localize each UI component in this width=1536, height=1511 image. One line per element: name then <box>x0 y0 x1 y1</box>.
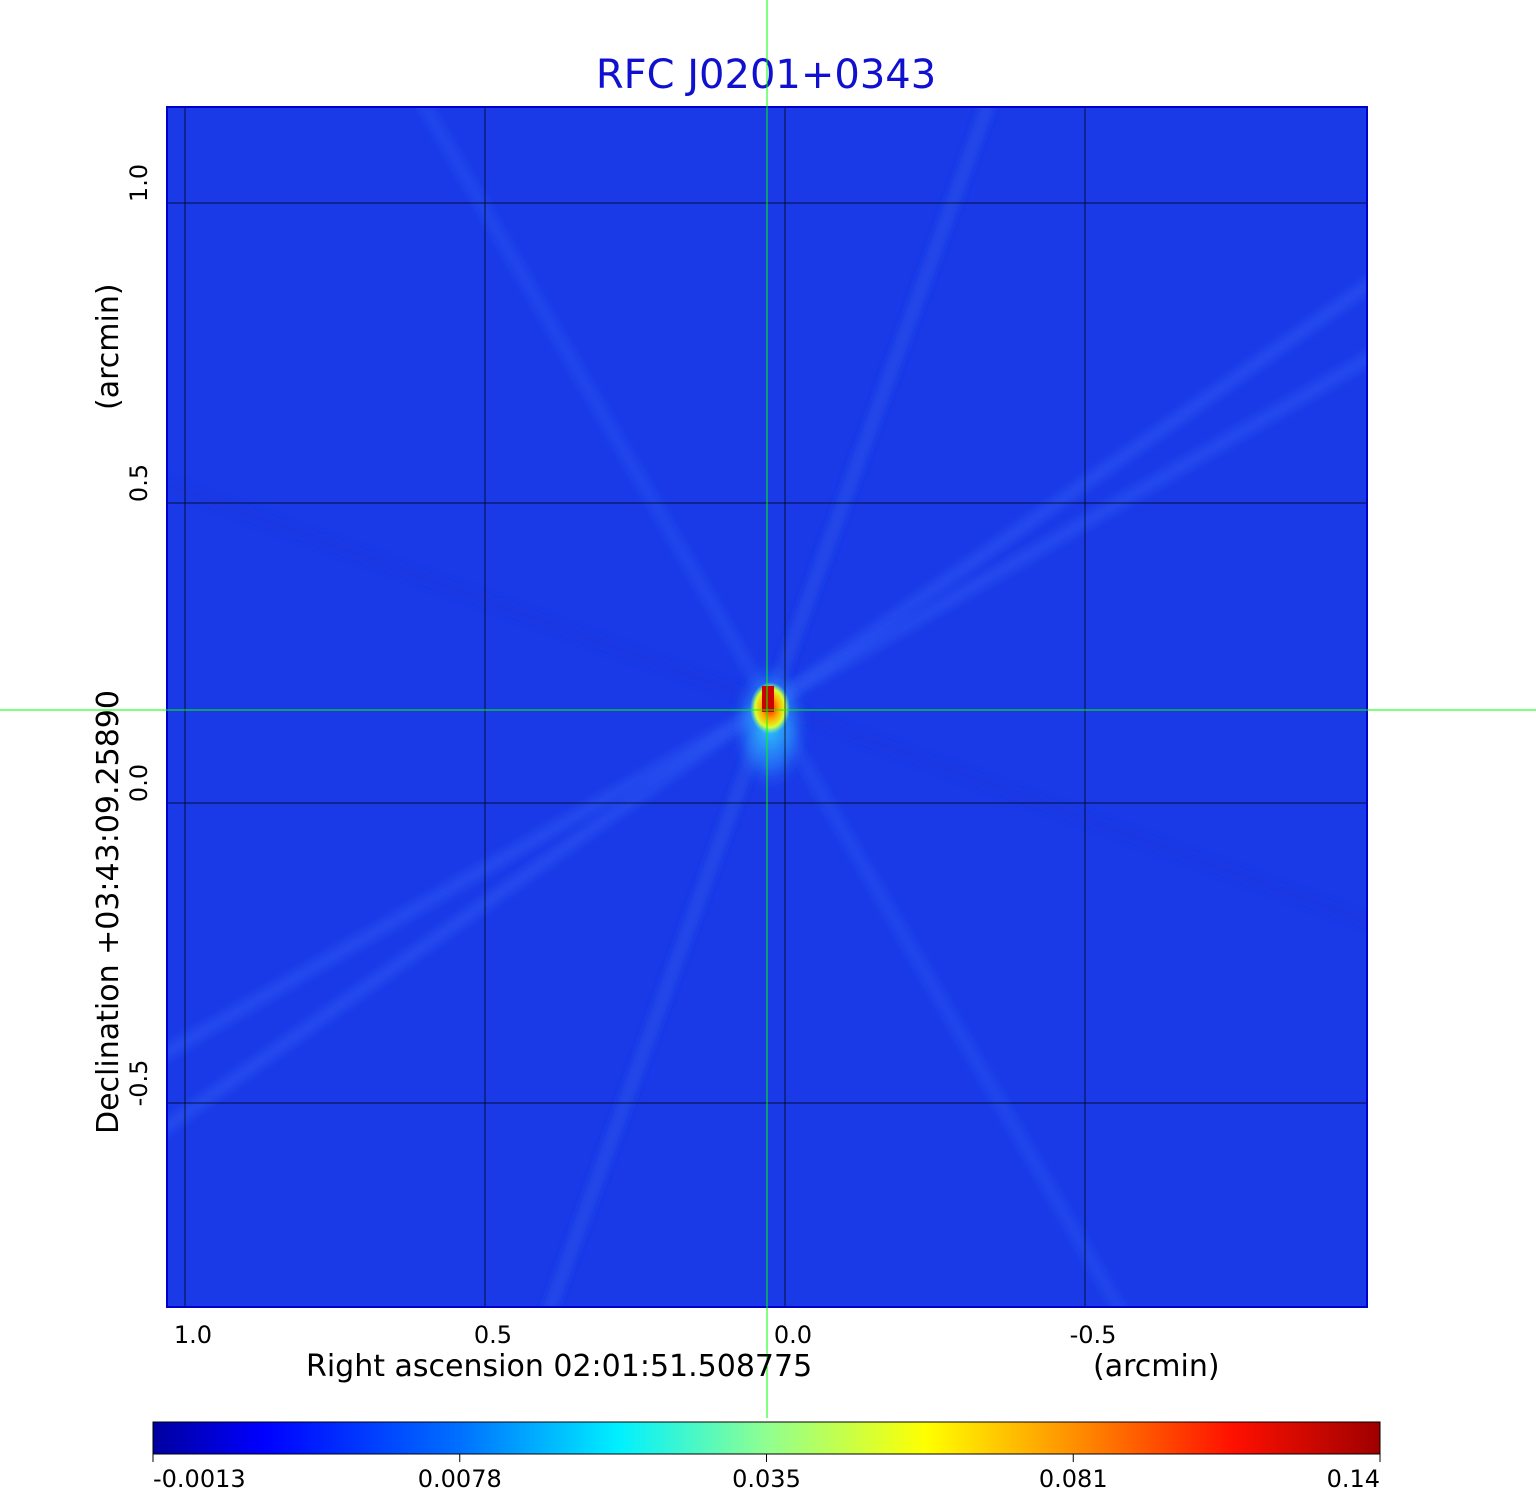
crosshair <box>0 0 1536 1418</box>
x-tick-label: 1.0 <box>174 1321 212 1349</box>
colorbar: -0.0013 0.0078 0.035 0.081 0.14 <box>152 1421 1381 1493</box>
colorbar-ticks: -0.0013 0.0078 0.035 0.081 0.14 <box>152 1454 1381 1493</box>
y-axis-label: Declination +03:43:09.25890 <box>91 690 126 1134</box>
y-axis-unit: (arcmin) <box>91 283 126 410</box>
x-axis-label: Right ascension 02:01:51.508775 <box>306 1349 812 1384</box>
x-tick-label: 0.5 <box>474 1321 512 1349</box>
y-tick-label: 0.5 <box>125 464 153 502</box>
coordinate-grid <box>167 107 1367 1307</box>
colorbar-tick-label: -0.0013 <box>153 1465 246 1493</box>
source-peak-pixel <box>762 686 774 712</box>
colorbar-tick-label: 0.081 <box>1039 1465 1108 1493</box>
chart-title: RFC J0201+0343 <box>596 52 936 98</box>
x-axis-unit: (arcmin) <box>1093 1349 1220 1384</box>
x-tick-label: -0.5 <box>1070 1321 1117 1349</box>
colorbar-tick-label: 0.035 <box>732 1465 801 1493</box>
colorbar-tick-label: 0.0078 <box>418 1465 502 1493</box>
y-tick-label: 1.0 <box>125 164 153 202</box>
y-tick-label: -0.5 <box>125 1060 153 1107</box>
x-tick-label: 0.0 <box>774 1321 812 1349</box>
x-tick-labels: 1.0 0.5 0.0 -0.5 <box>174 1321 1117 1349</box>
colorbar-tick-label: 0.14 <box>1327 1465 1380 1493</box>
y-tick-labels: 1.0 0.5 0.0 -0.5 <box>125 164 153 1107</box>
y-tick-label: 0.0 <box>125 764 153 802</box>
colorbar-gradient <box>152 1421 1381 1455</box>
